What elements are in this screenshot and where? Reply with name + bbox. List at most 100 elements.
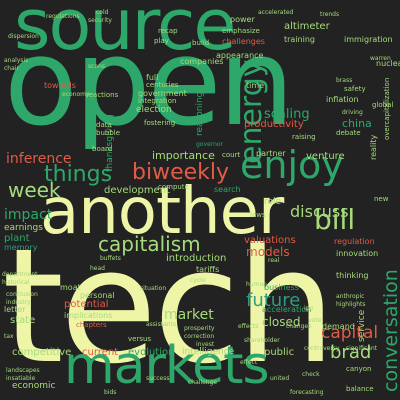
cloud-word-conclusion: conclusion — [6, 291, 38, 298]
cloud-word-canyon: canyon — [346, 365, 372, 373]
cloud-word-head: head — [90, 265, 105, 272]
cloud-word-economic: economic — [12, 381, 56, 391]
cloud-word-tech: tech — [2, 215, 336, 399]
cloud-word-week: week — [8, 178, 61, 202]
cloud-word-plant: plant — [4, 233, 30, 244]
cloud-word-analysis: analysis — [4, 57, 29, 64]
cloud-word-department: department — [2, 271, 38, 278]
cloud-word-human: human — [246, 281, 267, 288]
cloud-word-overcapitalization: overcapitalization — [383, 77, 391, 140]
cloud-word-significant: significant — [346, 345, 377, 352]
cloud-word-landscapes: landscapes — [6, 367, 40, 374]
cloud-word-nuclear: nuclear — [376, 59, 400, 68]
cloud-word-open: open — [4, 14, 294, 153]
cloud-word-thinking: thinking — [336, 271, 369, 280]
cloud-word-correction: correction — [184, 333, 215, 340]
cloud-word-vote: vote — [308, 317, 322, 324]
cloud-word-highlights: highlights — [336, 301, 366, 308]
cloud-word-market: market — [164, 307, 214, 323]
cloud-word-election: election — [136, 105, 172, 115]
cloud-word-controversy: controversy — [304, 345, 340, 352]
cloud-word-emphasize: emphasize — [222, 27, 260, 35]
cloud-word-historical: historical — [2, 279, 30, 286]
cloud-word-towards: towards — [44, 81, 76, 90]
cloud-word-tax: tax — [4, 333, 14, 340]
cloud-word-recap: recap — [158, 27, 178, 35]
cloud-word-invest: invest — [196, 341, 215, 348]
cloud-word-government: government — [138, 89, 187, 98]
cloud-word-inference: inference — [6, 151, 72, 167]
cloud-word-memory: memory — [4, 243, 38, 252]
cloud-word-regulation: regulation — [334, 237, 375, 246]
cloud-word-capitalism: capitalism — [98, 232, 201, 256]
cloud-word-earnings: earnings — [4, 223, 43, 233]
cloud-word-closed: closed — [262, 315, 301, 329]
cloud-word-acceleration: acceleration — [262, 305, 312, 314]
cloud-word-versus: versus — [128, 335, 152, 343]
cloud-word-current: current — [82, 347, 119, 358]
cloud-word-situation: situation — [140, 285, 167, 292]
cloud-word-warren: warren — [370, 55, 391, 62]
cloud-word-insatiable: insatiable — [6, 375, 36, 382]
cloud-word-china: china — [342, 117, 372, 130]
cloud-word-appearance: appearance — [216, 51, 264, 60]
cloud-word-assistants: assistants — [146, 321, 177, 328]
cloud-word-search: search — [214, 185, 241, 194]
cloud-word-buffets: buffets — [100, 255, 121, 262]
cloud-word-chapters: chapters — [76, 321, 107, 329]
cloud-word-moat: moat — [60, 283, 81, 292]
cloud-word-scaling: scaling — [264, 107, 310, 122]
cloud-word-new: new — [374, 195, 389, 203]
cloud-word-data: data — [96, 121, 112, 129]
cloud-word-industry: industry — [6, 299, 31, 306]
cloud-word-inflation: inflation — [326, 95, 359, 104]
cloud-word-full: full — [146, 73, 159, 82]
cloud-word-models: models — [246, 245, 290, 259]
cloud-word-ipo: ipo — [304, 305, 314, 312]
cloud-word-fostering: fostering — [144, 119, 176, 127]
cloud-word-raising: raising — [292, 133, 316, 141]
cloud-word-enjoy: enjoy — [240, 143, 344, 187]
cloud-word-cycle: cycle — [190, 277, 206, 284]
cloud-word-effects: effects — [238, 323, 259, 330]
cloud-word-another: another — [40, 175, 284, 249]
cloud-word-innovation: innovation — [336, 249, 379, 258]
cloud-word-play: play — [154, 37, 169, 45]
cloud-word-valuations: valuations — [244, 235, 296, 246]
cloud-word-bubble: bubble — [96, 129, 121, 137]
cloud-word-real: real — [268, 257, 280, 264]
cloud-word-biweekly: biweekly — [132, 160, 230, 185]
cloud-word-business: business — [264, 283, 299, 292]
cloud-word-challenges: challenges — [222, 37, 265, 46]
cloud-word-conversation: conversation — [380, 269, 400, 392]
cloud-word-anthropic: anthropic — [336, 293, 365, 300]
cloud-word-reality: reality — [369, 134, 378, 160]
cloud-word-centuries: centuries — [146, 81, 179, 89]
cloud-word-board: board — [92, 145, 113, 153]
cloud-word-capital: capital — [321, 323, 379, 343]
cloud-word-scans: scans — [88, 63, 106, 70]
cloud-word-balance: balance — [346, 385, 374, 393]
cloud-word-power: power — [230, 15, 255, 24]
cloud-word-bids: bids — [104, 389, 117, 396]
cloud-word-introduction: introduction — [166, 253, 227, 264]
cloud-word-service: service — [357, 309, 367, 342]
cloud-word-state: state — [10, 315, 36, 326]
cloud-word-development: development — [104, 185, 170, 196]
cloud-word-venture: venture — [306, 151, 345, 162]
cloud-word-shareholder: shareholder — [244, 337, 280, 344]
cloud-word-competitive: competitive — [12, 347, 72, 358]
cloud-word-laws: laws — [250, 211, 266, 219]
cloud-word-build: build — [192, 39, 210, 47]
cloud-word-source: source — [14, 0, 236, 66]
cloud-word-governor: governor — [196, 141, 224, 148]
cloud-word-bill: bill — [314, 203, 356, 236]
cloud-word-global: global — [372, 101, 394, 109]
cloud-word-challenge: challenge — [188, 379, 218, 386]
cloud-word-potential: potential — [64, 299, 109, 310]
cloud-word-intelligence: intelligence — [182, 347, 235, 357]
cloud-word-economy: economy — [62, 91, 90, 98]
cloud-word-altimeter: altimeter — [284, 21, 330, 32]
cloud-word-implications: implications — [64, 311, 113, 320]
